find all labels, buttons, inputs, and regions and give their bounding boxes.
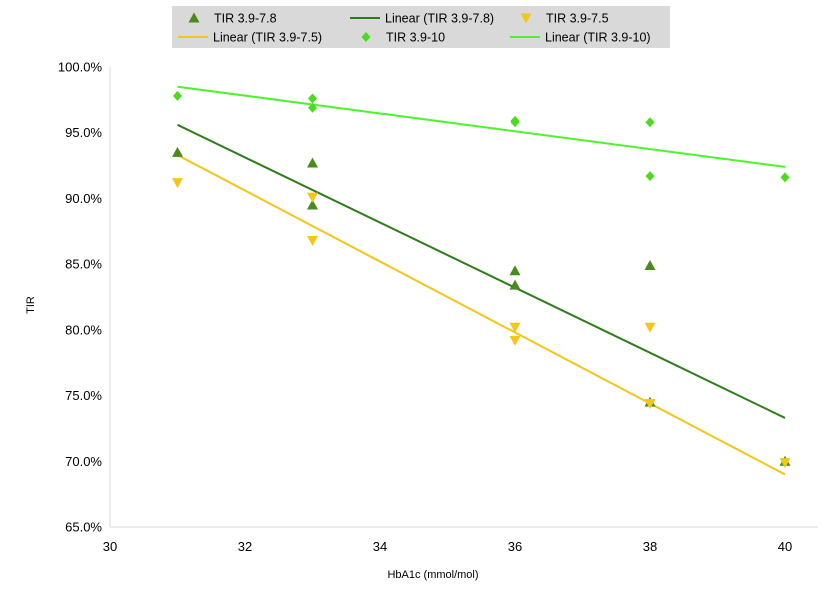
axes <box>109 67 818 528</box>
trendline <box>177 123 786 419</box>
trendlines <box>177 85 786 476</box>
data-point <box>509 265 521 276</box>
x-tick-label: 34 <box>373 539 387 554</box>
legend-box <box>172 6 670 48</box>
data-point <box>509 322 521 333</box>
data-point <box>172 146 183 157</box>
data-points <box>172 90 791 469</box>
trendline <box>177 85 786 168</box>
x-tick-label: 30 <box>103 539 117 554</box>
data-point <box>172 178 183 189</box>
data-point <box>644 398 656 409</box>
legend: TIR 3.9-7.8 Linear (TIR 3.9-7.8) TIR 3.9-7… <box>172 6 670 48</box>
data-point <box>509 279 521 290</box>
data-point <box>307 157 318 168</box>
x-tick-label: 38 <box>643 539 657 554</box>
data-point <box>510 117 520 128</box>
x-tick-label: 36 <box>508 539 522 554</box>
legend-item: TIR 3.9-7.5 <box>520 12 609 26</box>
data-point <box>645 171 655 182</box>
data-point <box>644 259 656 270</box>
y-tick-label: 100.0% <box>58 60 103 75</box>
trendline <box>177 154 786 476</box>
y-tick-label: 95.0% <box>65 125 102 140</box>
legend-label: TIR 3.9-7.5 <box>546 12 609 26</box>
legend-item: Linear (TIR 3.9-10) <box>510 31 651 45</box>
x-axis-title: HbA1c (mmol/mol) <box>387 569 478 581</box>
x-tick-labels: 30 32 34 36 38 40 <box>103 539 792 554</box>
data-point <box>173 90 182 101</box>
legend-marker-swatch <box>361 32 371 42</box>
y-tick-label: 80.0% <box>65 322 102 337</box>
data-point <box>308 102 317 113</box>
data-point <box>307 235 318 246</box>
y-tick-label: 70.0% <box>65 454 102 469</box>
y-tick-label: 85.0% <box>65 257 102 272</box>
data-point <box>780 172 790 183</box>
legend-label: Linear (TIR 3.9-10) <box>545 31 651 45</box>
legend-item: Linear (TIR 3.9-7.5) <box>178 31 322 45</box>
data-point <box>645 117 655 128</box>
y-tick-label: 65.0% <box>65 520 102 535</box>
legend-item: TIR 3.9-10 <box>361 31 445 45</box>
y-tick-label: 75.0% <box>65 388 102 403</box>
y-tick-label: 90.0% <box>65 191 102 206</box>
data-point <box>509 335 521 346</box>
data-point <box>307 199 318 210</box>
legend-item: TIR 3.9-7.8 <box>188 12 277 26</box>
data-point <box>307 192 318 203</box>
data-point <box>779 458 791 469</box>
legend-label: TIR 3.9-10 <box>386 31 445 45</box>
x-tick-label: 40 <box>778 539 792 554</box>
legend-label: TIR 3.9-7.8 <box>214 12 277 26</box>
y-axis-title: TIR <box>25 296 37 314</box>
legend-item: Linear (TIR 3.9-7.8) <box>350 12 494 26</box>
x-tick-label: 32 <box>238 539 252 554</box>
legend-label: Linear (TIR 3.9-7.8) <box>385 12 494 26</box>
data-point <box>308 93 317 104</box>
data-point <box>644 322 656 333</box>
legend-label: Linear (TIR 3.9-7.5) <box>213 31 322 45</box>
y-tick-labels: 65.0% 70.0% 75.0% 80.0% 85.0% 90.0% 95.0% 100.0… <box>58 60 103 535</box>
legend-marker-swatch <box>520 13 532 24</box>
legend-marker-swatch <box>188 12 200 23</box>
